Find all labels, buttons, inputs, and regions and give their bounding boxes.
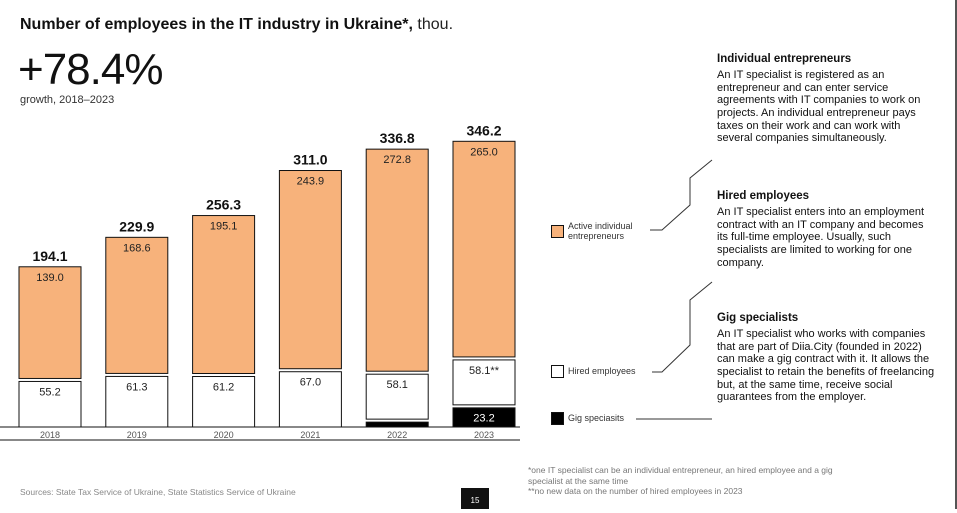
bar-label-hired-2022: 58.1	[386, 379, 407, 391]
legend-swatch-gig	[551, 412, 564, 425]
legend-label-hired: Hired employees	[568, 365, 636, 376]
bar-entrepreneurs-2023	[452, 140, 516, 358]
stacked-bar-chart: 55.2 139.0 194.1 2018 61.3 168.6 229.9 2019 61.2…	[0, 122, 520, 441]
panel-title: Hired employees	[717, 190, 810, 202]
bar-total-2019: 229.9	[119, 218, 154, 234]
bar-hired-2018	[18, 380, 82, 428]
panel-hired: Hired employees An IT specialist enters …	[717, 190, 937, 269]
connector-hired	[652, 281, 713, 373]
growth-value: +78.4%	[18, 45, 163, 94]
bar-hired-2021	[278, 371, 342, 428]
bar-gig-2023	[452, 407, 516, 428]
x-tick-label-2018: 2018	[40, 430, 60, 440]
legend-hired: Hired employees	[551, 365, 636, 378]
bar-label-hired-2020: 61.2	[213, 382, 234, 394]
bar-label-hired-2019: 61.3	[126, 381, 147, 393]
bar-label-entrepreneurs-2019: 168.6	[123, 242, 151, 254]
bar-entrepreneurs-2022	[365, 148, 429, 372]
bar-total-2023: 346.2	[466, 122, 501, 138]
page-divider	[955, 0, 957, 509]
panel-text: An IT specialist is registered as an ent…	[717, 69, 921, 145]
panel-entrepreneurs: Individual entrepreneurs An IT specialis…	[717, 53, 937, 145]
chart-title-main: Number of employees in the IT industry i…	[20, 16, 413, 33]
x-tick-label-2020: 2020	[214, 430, 234, 440]
bar-label-entrepreneurs-2021: 243.9	[297, 176, 325, 188]
chart-title-unit: thou.	[417, 16, 454, 33]
bar-total-2021: 311.0	[293, 152, 327, 168]
bar-entrepreneurs-2020	[192, 215, 256, 375]
source-note: Sources: State Tax Service of Ukraine, S…	[20, 487, 296, 497]
bar-label-entrepreneurs-2018: 139.0	[36, 272, 64, 284]
panel-text: An IT specialist enters into an employme…	[717, 206, 925, 269]
bar-hired-2019	[105, 375, 169, 428]
footnote-line-1: *one IT specialist can be an individual …	[528, 465, 833, 486]
bar-hired-2023	[452, 359, 516, 406]
bar-entrepreneurs-2019	[105, 236, 169, 374]
legend-gig: Gig speciasits	[551, 412, 624, 425]
bar-total-2022: 336.8	[380, 130, 415, 146]
x-tick-label-2022: 2022	[387, 430, 407, 440]
bar-hired-2020	[192, 376, 256, 428]
page-number: 15	[461, 488, 489, 509]
footnote: *one IT specialist can be an individual …	[528, 465, 868, 497]
panel-title: Gig specialists	[717, 312, 799, 324]
legend-label-entrepreneurs: Active individual entrepreneurs	[568, 221, 633, 241]
connector-entrepreneurs	[650, 159, 713, 231]
bar-label-hired-2018: 55.2	[39, 386, 60, 398]
bar-label-hired-2023: 58.1**	[469, 365, 500, 377]
panel-title: Individual entrepreneurs	[717, 53, 852, 65]
bar-entrepreneurs-2021	[278, 170, 342, 370]
x-tick-label-2021: 2021	[300, 430, 320, 440]
x-tick-label-2019: 2019	[127, 430, 147, 440]
bar-label-gig-2023: 23.2	[473, 412, 494, 424]
growth-label: growth, 2018–2023	[20, 94, 115, 106]
legend-swatch-entrepreneurs	[551, 225, 564, 239]
bar-total-2020: 256.3	[206, 197, 241, 213]
bar-label-hired-2021: 67.0	[300, 377, 321, 389]
bar-label-entrepreneurs-2020: 195.1	[210, 221, 238, 233]
bar-label-entrepreneurs-2022: 272.8	[383, 154, 411, 166]
panel-text: An IT specialist who works with companie…	[717, 328, 935, 404]
bar-hired-2022	[365, 373, 429, 420]
legend-entrepreneurs: Active individual entrepreneurs	[551, 221, 658, 242]
bar-label-entrepreneurs-2023: 265.0	[470, 146, 498, 158]
bar-gig-2022	[365, 421, 429, 428]
panel-gig: Gig specialists An IT specialist who wor…	[717, 312, 937, 404]
x-tick-label-2023: 2023	[474, 430, 494, 440]
legend-label-gig: Gig speciasits	[568, 412, 625, 423]
bar-entrepreneurs-2018	[18, 266, 82, 379]
legend-swatch-hired	[551, 365, 564, 378]
chart-title: Number of employees in the IT industry i…	[20, 16, 453, 34]
footnote-line-2: **no new data on the number of hired emp…	[528, 486, 743, 497]
bar-total-2018: 194.1	[32, 248, 67, 264]
